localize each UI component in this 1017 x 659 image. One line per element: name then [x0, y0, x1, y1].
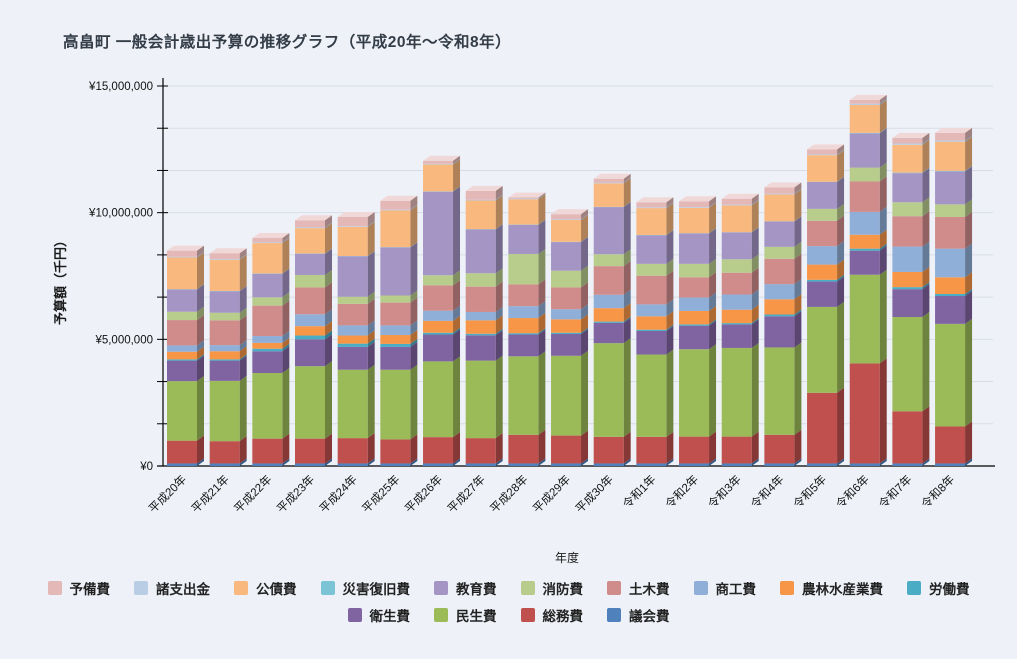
x-tick-label: 平成28年	[487, 472, 530, 515]
bar-平成24年	[337, 211, 375, 466]
y-tick-label: ¥5,000,000	[94, 334, 153, 346]
x-tick-label: 平成23年	[274, 472, 317, 515]
legend-label: 消防費	[542, 582, 584, 597]
legend-item-民生費: 民生費	[434, 605, 497, 625]
legend-swatch	[607, 608, 621, 622]
legend-swatch	[234, 581, 248, 595]
bar-平成25年	[380, 195, 418, 466]
legend-row: 予備費 諸支出金 公債費 災害復旧費 教育費 消防費 土木費 商工費 農林水産業費 労働費	[47, 578, 970, 598]
x-tick-label: 令和2年	[662, 472, 701, 511]
legend-swatch	[434, 608, 448, 622]
x-tick-label: 平成22年	[231, 472, 274, 515]
x-axis-title: 年度	[555, 551, 580, 565]
legend-label: 総務費	[542, 609, 584, 624]
legend-label: 災害復旧費	[342, 582, 411, 597]
legend-swatch	[907, 581, 921, 595]
legend-item-農林水産業費: 農林水産業費	[780, 578, 883, 598]
x-tick-label: 令和6年	[833, 472, 872, 511]
legend-row: 衛生費 民生費 総務費 議会費	[347, 605, 670, 625]
legend-item-消防費: 消防費	[520, 578, 584, 598]
x-tick-label: 平成21年	[188, 472, 231, 515]
bar-平成30年	[593, 173, 631, 466]
y-axis-title: 予算額（千円）	[53, 233, 69, 326]
x-tick-label: 令和4年	[748, 472, 787, 511]
x-tick-label: 令和5年	[790, 472, 829, 511]
legend-item-労働費: 労働費	[907, 578, 970, 598]
legend-swatch	[434, 581, 448, 595]
legend-label: 諸支出金	[156, 582, 210, 597]
legend-item-総務費: 総務費	[520, 605, 584, 625]
legend-label: 教育費	[456, 582, 497, 597]
y-tick-label: ¥0	[139, 461, 153, 473]
x-tick-label: 平成24年	[316, 472, 359, 515]
bar-平成29年	[551, 209, 589, 466]
x-tick-label: 平成20年	[146, 472, 189, 515]
chart-title: 高畠町 一般会計歳出予算の推移グラフ（平成20年～令和8年）	[63, 34, 512, 51]
bars	[167, 94, 973, 466]
bar-平成21年	[209, 248, 247, 466]
legend-swatch	[347, 608, 362, 622]
legend-item-衛生費: 衛生費	[347, 605, 411, 625]
x-tick-label: 平成26年	[402, 472, 445, 515]
legend-label: 土木費	[629, 582, 670, 597]
bar-令和3年	[721, 193, 759, 466]
legend-label: 農林水産業費	[802, 582, 883, 597]
legend-label: 労働費	[929, 582, 970, 597]
x-tick-label: 平成29年	[530, 472, 573, 515]
legend-swatch	[693, 581, 708, 595]
y-tick-label: ¥15,000,000	[88, 81, 153, 93]
bar-平成27年	[465, 185, 503, 466]
legend-label: 予備費	[69, 582, 111, 597]
bar-令和4年	[764, 182, 802, 466]
bar-令和1年	[636, 197, 674, 466]
bar-平成28年	[508, 192, 546, 466]
legend-swatch	[607, 581, 621, 595]
bar-平成22年	[252, 233, 290, 466]
bar-平成23年	[295, 215, 333, 466]
legend-item-教育費: 教育費	[434, 578, 497, 598]
legend-item-公債費: 公債費	[234, 578, 297, 598]
x-tick-label: 令和3年	[705, 472, 744, 511]
bar-令和7年	[892, 132, 930, 466]
legend-swatch	[520, 608, 535, 622]
legend-item-災害復旧費: 災害復旧費	[320, 578, 411, 598]
legend-item-予備費: 予備費	[47, 578, 111, 598]
bar-令和5年	[807, 144, 845, 466]
legend-label: 議会費	[629, 609, 670, 624]
x-tick-label: 令和7年	[876, 472, 915, 511]
legend-swatch	[780, 581, 794, 595]
bar-令和8年	[935, 127, 973, 466]
legend-swatch	[134, 581, 148, 595]
legend-item-諸支出金: 諸支出金	[134, 578, 210, 598]
legend-item-議会費: 議会費	[607, 605, 670, 625]
x-tick-label: 令和1年	[620, 472, 659, 511]
legend-label: 公債費	[256, 582, 297, 597]
x-tick-label: 平成25年	[359, 472, 402, 515]
legend-swatch	[520, 581, 535, 595]
legend-item-土木費: 土木費	[607, 578, 670, 598]
y-tick-label: ¥10,000,000	[88, 208, 153, 220]
bar-令和6年	[849, 94, 887, 466]
legend-swatch	[47, 581, 62, 595]
bar-平成20年	[167, 245, 204, 466]
x-tick-label: 平成30年	[572, 472, 615, 515]
bar-令和2年	[679, 196, 717, 466]
x-tick-label: 平成27年	[444, 472, 487, 515]
legend-label: 衛生費	[369, 609, 411, 624]
x-tick-label: 令和8年	[918, 472, 957, 511]
legend-item-商工費: 商工費	[693, 578, 757, 598]
legend-label: 商工費	[715, 582, 757, 597]
chart-legend: 予備費 諸支出金 公債費 災害復旧費 教育費 消防費 土木費 商工費 農林水産業費 労働費衛生費 民…	[0, 578, 1017, 625]
bar-平成26年	[423, 155, 461, 466]
legend-swatch	[320, 581, 335, 595]
legend-label: 民生費	[456, 609, 497, 624]
